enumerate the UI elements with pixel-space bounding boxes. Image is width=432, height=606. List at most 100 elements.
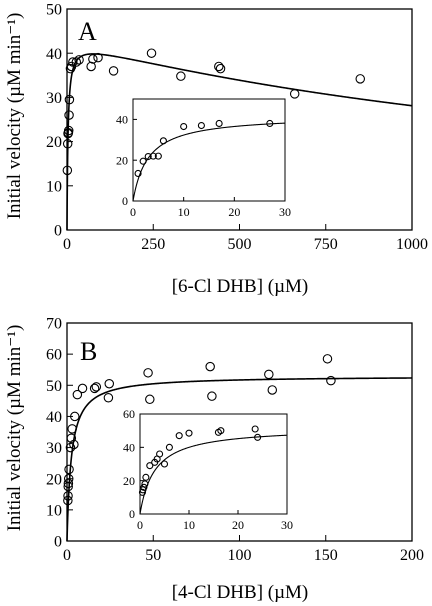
panel-b-data-point — [63, 473, 74, 484]
panel-a-ytick-label: 40 — [46, 46, 62, 63]
panel-a-inset-data-point — [215, 119, 223, 128]
panel-b: B Initial velocity (µM min⁻¹) [4-Cl DHB]… — [4, 316, 424, 603]
panel-b-inset-data-point — [185, 429, 193, 437]
panel-b-data-point — [267, 385, 278, 395]
panel-b-inset-ytick-label: 40 — [123, 441, 135, 455]
panel-b-inset-data-point — [156, 450, 164, 458]
panel-a-data-point — [88, 54, 98, 64]
panel-a-data-point — [93, 52, 103, 63]
panel-b-inset-xtick-label: 20 — [232, 518, 244, 532]
panel-b-xlabel: [4-Cl DHB] (µM) — [172, 582, 309, 603]
panel-a-inset-data-point — [144, 152, 152, 161]
panel-a-inset-data-point — [134, 169, 142, 178]
panel-a-inset-data-point — [154, 152, 162, 160]
panel-b-inset-data-point — [141, 480, 149, 488]
panel-a-data-point — [355, 74, 365, 84]
panel-b-data-point — [264, 369, 274, 380]
panel-a-data-point — [62, 139, 73, 149]
panel-b-data-point — [63, 478, 74, 489]
panel-b-data-point — [103, 392, 114, 403]
panel-a-xlabel: [6-Cl DHB] (µM) — [172, 276, 309, 297]
panel-a-data-point — [74, 55, 84, 65]
panel-a-inset-xtick-label: 10 — [178, 205, 190, 219]
panel-b-ylabel: Initial velocity (µM min⁻¹) — [4, 325, 25, 532]
panel-b-data-point — [205, 361, 215, 372]
panel-a-inset-xtick-label: 20 — [228, 205, 240, 219]
panel-b-inset-data-point — [160, 460, 169, 468]
panel-a: A Initial velocity (µM min⁻¹) [6-Cl DHB]… — [4, 2, 428, 297]
panel-b-ytick-label: 70 — [46, 316, 62, 333]
panel-a-letter: A — [78, 17, 97, 46]
panel-b-data-point — [77, 383, 88, 394]
panel-a-ytick-label: 20 — [46, 134, 62, 151]
panel-a-inset-frame — [132, 98, 286, 202]
panel-b-ytick-label: 50 — [46, 378, 62, 395]
panel-b-ytick-label: 40 — [46, 409, 62, 426]
panel-b-data-point — [64, 464, 74, 475]
panel-a-xtick-label: 750 — [314, 236, 338, 253]
panel-a-data-point — [146, 48, 157, 58]
panel-b-inset-xtick-label: 30 — [281, 518, 293, 532]
panel-b-data-point — [65, 442, 76, 453]
panel-a-data-point — [214, 61, 224, 72]
panel-b-inset-data-point — [251, 425, 259, 433]
panel-a-fit-curve — [66, 53, 413, 231]
panel-a-data-point — [64, 94, 75, 105]
panel-b-inset-ytick-label: 20 — [123, 474, 135, 488]
panel-a-data-point — [215, 63, 226, 74]
panel-a-data-point — [86, 61, 96, 72]
panel-b-xtick-label: 0 — [63, 547, 71, 564]
panel-b-inset-ytick-label: 0 — [129, 507, 135, 521]
panel-b-inset-ytick-label: 60 — [123, 407, 135, 421]
panel-b-data-point — [72, 389, 83, 400]
panel-b-ytick-label: 20 — [46, 471, 62, 488]
panel-b-ytick-label: 0 — [54, 534, 62, 551]
panel-a-data-point — [63, 125, 74, 136]
panel-a-data-point — [64, 110, 74, 120]
panel-a-xtick-label: 1000 — [396, 236, 428, 253]
panel-a-data-point — [176, 71, 186, 81]
panel-b-inset-data-point — [140, 483, 148, 491]
panel-b-inset-data-point — [142, 473, 150, 481]
panel-b-xtick-label: 50 — [145, 547, 161, 564]
panel-b-data-point — [322, 354, 333, 364]
panel-b-inset-data-point — [146, 462, 154, 470]
panel-b-data-point — [63, 491, 73, 501]
panel-b-data-point — [66, 433, 77, 443]
panel-a-data-point — [62, 165, 73, 176]
panel-a-xtick-label: 500 — [228, 236, 252, 253]
panel-b-xtick-label: 150 — [314, 547, 338, 564]
panel-b-letter: B — [80, 337, 97, 366]
panel-b-inset: 0 10 20 30 0 20 40 60 — [123, 407, 293, 532]
panel-b-inset-data-point — [175, 432, 183, 440]
panel-b-fit-curve — [66, 377, 413, 542]
panel-b-inset-xtick-label: 10 — [183, 518, 195, 532]
panel-b-inset-data-point — [217, 427, 225, 435]
panel-a-data-point — [289, 89, 300, 99]
panel-b-inset-xtick-label: 0 — [137, 518, 143, 532]
panel-a-inset-ytick-label: 20 — [116, 153, 128, 167]
panel-b-data-point — [91, 382, 102, 392]
panel-b-xtick-label: 100 — [228, 547, 252, 564]
panel-a-inset-data-point — [180, 122, 188, 131]
panel-a-inset-data-point — [159, 137, 167, 145]
panel-a-inset-data-point — [139, 157, 147, 165]
panel-a-ytick-label: 0 — [54, 223, 62, 240]
panel-a-ytick-label: 30 — [46, 90, 62, 107]
panel-b-ytick-label: 60 — [46, 347, 62, 364]
panel-a-data-point — [68, 57, 78, 67]
panel-a-ylabel: Initial velocity (µM min⁻¹) — [4, 13, 25, 220]
panel-a-inset: 0 10 20 30 0 20 40 — [116, 98, 291, 219]
panel-b-inset-frame — [139, 413, 288, 515]
panel-b-ytick-label: 10 — [46, 502, 62, 519]
panel-a-data-point — [71, 57, 82, 67]
panel-b-data-point — [63, 481, 73, 492]
panel-b-data-point — [70, 411, 80, 422]
panel-a-xtick-label: 0 — [63, 236, 71, 253]
panel-a-inset-data-point — [266, 119, 274, 128]
panel-b-data-point — [326, 375, 336, 386]
panel-a-inset-ytick-label: 0 — [122, 194, 128, 208]
